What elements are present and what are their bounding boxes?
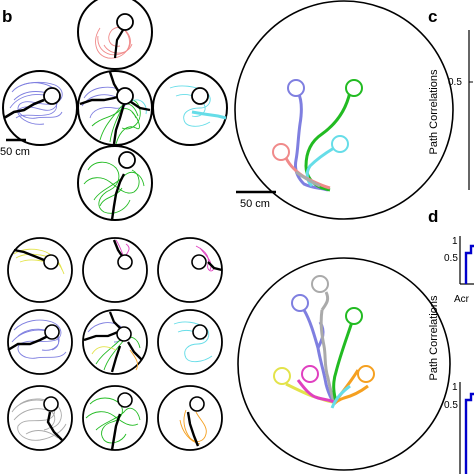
goal-marker-icon [116, 326, 132, 342]
goal-marker-icon [331, 135, 349, 153]
scale-label-small: 50 cm [0, 146, 30, 158]
panel-d-xtick: Acr [454, 294, 470, 305]
arena-grid-r1c2 [82, 237, 148, 303]
panel-d-bar-top [464, 244, 474, 284]
goal-marker-icon [311, 275, 329, 293]
panel-d-tick-1-top: 1 [452, 236, 458, 247]
panel-c-tick: 0.5 [448, 77, 462, 88]
goal-marker-icon [43, 254, 59, 270]
arena-left [2, 70, 78, 146]
arena-large-bottom [237, 257, 451, 471]
arena-grid-r3c1 [7, 385, 73, 451]
goal-marker-icon [287, 79, 305, 97]
arena-center [77, 70, 153, 146]
arena-grid-r3c3 [157, 385, 223, 451]
arena-large-top [234, 0, 454, 220]
goal-marker-icon [43, 396, 59, 412]
goal-marker-icon [117, 392, 133, 408]
arena-right [152, 70, 228, 146]
goal-marker-icon [357, 365, 375, 383]
panel-d-tick-1-bottom: 1 [452, 382, 458, 393]
arena-grid-r2c1 [7, 309, 73, 375]
goal-marker-icon [44, 324, 60, 340]
goal-marker-icon [192, 324, 208, 340]
panel-d-ylabel: Path Correlations [428, 295, 440, 380]
panel-c-ylabel: Path Correlations [428, 69, 440, 154]
goal-marker-icon [273, 367, 291, 385]
goal-marker-icon [301, 365, 319, 383]
panel-d-bar-bottom [464, 392, 474, 474]
goal-marker-icon [191, 254, 207, 270]
goal-marker-icon [291, 294, 309, 312]
panel-letter-b: b [2, 7, 12, 26]
arena-grid-r1c3 [157, 237, 223, 303]
goal-marker-icon [191, 87, 209, 105]
arena-top [77, 0, 153, 70]
goal-marker-icon [117, 254, 133, 270]
goal-marker-icon [189, 396, 205, 412]
goal-marker-icon [272, 143, 290, 161]
goal-marker-icon [43, 87, 61, 105]
arena-grid-r3c2 [82, 385, 148, 451]
panel-letter-c: c [428, 7, 437, 26]
panel-letter-d: d [428, 207, 438, 226]
arena-bottom [77, 145, 153, 221]
arena-grid-r2c3 [157, 309, 223, 375]
scale-label-large: 50 cm [240, 198, 270, 210]
goal-marker-icon [116, 13, 134, 31]
arena-grid-r2c2 [82, 309, 148, 375]
arena-grid-r1c1 [7, 237, 73, 303]
goal-marker-icon [118, 151, 136, 169]
goal-marker-icon [116, 87, 134, 105]
goal-marker-icon [345, 307, 363, 325]
panel-d-tick-05-top: 0.5 [444, 253, 458, 264]
panel-d: Path Correlations 1 0.5 Acr 1 0.5 [428, 236, 474, 474]
panel-d-tick-05-bottom: 0.5 [444, 400, 458, 411]
panel-c: Path Correlations 0.5 [428, 30, 473, 190]
goal-marker-icon [345, 79, 363, 97]
